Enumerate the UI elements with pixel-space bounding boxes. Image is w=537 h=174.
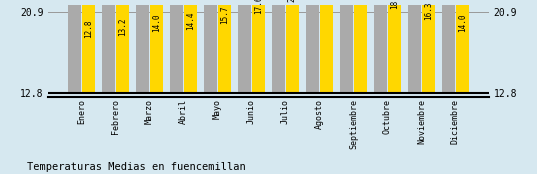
Bar: [218, 0, 231, 93]
Bar: [354, 0, 367, 93]
Text: 17.6: 17.6: [254, 0, 263, 14]
Bar: [388, 0, 401, 93]
Bar: [136, 0, 149, 93]
Bar: [374, 0, 387, 93]
Bar: [103, 0, 115, 93]
Bar: [272, 0, 285, 93]
Bar: [442, 0, 455, 93]
Bar: [456, 0, 469, 93]
Bar: [306, 0, 319, 93]
Text: Temperaturas Medias en fuencemillan: Temperaturas Medias en fuencemillan: [27, 162, 245, 172]
Text: 18.5: 18.5: [390, 0, 399, 9]
Bar: [238, 0, 251, 93]
Text: 16.3: 16.3: [424, 2, 433, 21]
Text: 14.0: 14.0: [458, 14, 467, 32]
Bar: [184, 0, 197, 93]
Bar: [320, 0, 333, 93]
Bar: [150, 0, 163, 93]
Bar: [204, 0, 217, 93]
Text: 14.4: 14.4: [186, 11, 195, 30]
Text: 12.8: 12.8: [84, 20, 93, 38]
Bar: [68, 0, 81, 93]
Bar: [82, 0, 95, 93]
Bar: [422, 0, 434, 93]
Bar: [340, 0, 353, 93]
Bar: [170, 0, 183, 93]
Bar: [408, 0, 421, 93]
Bar: [252, 0, 265, 93]
Text: 13.2: 13.2: [118, 18, 127, 36]
Text: 15.7: 15.7: [220, 5, 229, 23]
Text: 20.0: 20.0: [288, 0, 297, 2]
Bar: [286, 0, 299, 93]
Bar: [116, 0, 129, 93]
Text: 14.0: 14.0: [152, 14, 161, 32]
